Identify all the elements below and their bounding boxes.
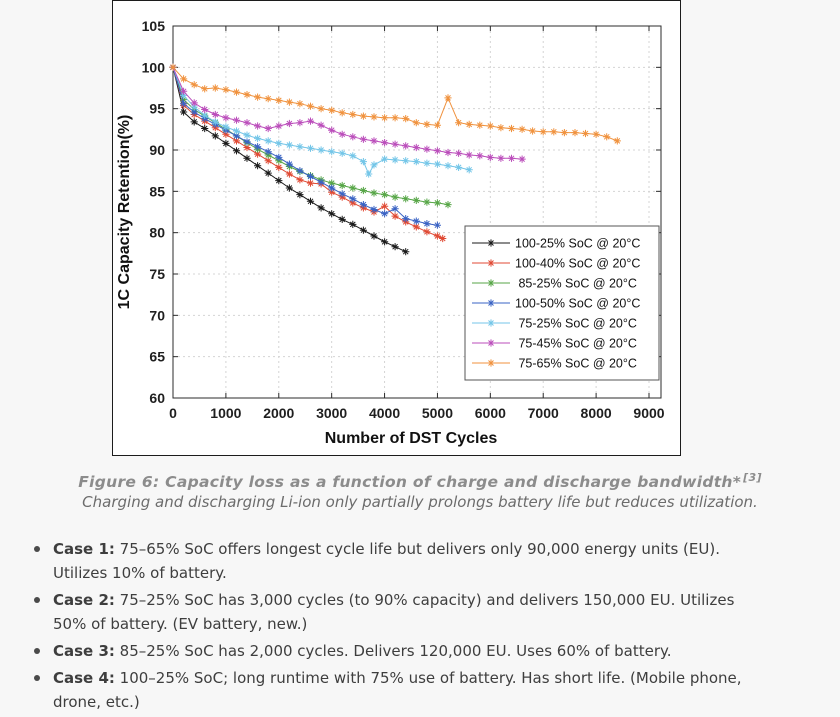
x-axis-label: Number of DST Cycles (325, 430, 498, 447)
legend: 100-25% SoC @ 20°C 100-40% SoC @ 20°C 85-… (464, 225, 660, 381)
y-tick-labels: 60 65 70 75 80 85 90 95 100 105 (142, 18, 166, 406)
svg-text:3000: 3000 (316, 405, 347, 421)
svg-text:85: 85 (149, 183, 165, 199)
case-label: Case 1: (53, 540, 115, 558)
plot-border (172, 25, 662, 399)
legend-label: 75-25% SoC @ 20°C (515, 317, 637, 331)
case-body: 100–25% SoC; long runtime with 75% use o… (53, 669, 742, 711)
series-soc-100-25 (169, 63, 410, 256)
bullet-icon (34, 597, 40, 603)
svg-text:65: 65 (149, 349, 165, 365)
figure-caption-subtitle: Charging and discharging Li-ion only par… (82, 493, 758, 512)
chart-canvas: 0 1000 2000 3000 4000 5000 6000 7000 8000 9000606… (116, 18, 665, 447)
legend-label: 75-65% SoC @ 20°C (515, 357, 637, 371)
y-axis-label: 1C Capacity Retention(%) (116, 115, 133, 310)
bullet-icon (34, 546, 40, 552)
case-item-3: Case 3: 85–25% SoC has 2,000 cycles. Del… (34, 639, 748, 663)
case-list: Case 1: 75–65% SoC offers longest cycle … (34, 537, 748, 717)
case-text: Case 2: 75–25% SoC has 3,000 cycles (to … (53, 588, 748, 636)
figure-caption: Figure 6: Capacity loss as a function of… (0, 471, 840, 511)
case-body: 75–25% SoC has 3,000 cycles (to 90% capa… (53, 591, 735, 633)
svg-text:80: 80 (149, 225, 165, 241)
figure-caption-title: Figure 6: Capacity loss as a function of… (0, 471, 840, 491)
svg-text:95: 95 (149, 101, 165, 117)
case-label: Case 4: (53, 669, 115, 687)
svg-text:70: 70 (149, 307, 165, 323)
x-tick-labels: 0 1000 2000 3000 4000 5000 6000 7000 8000 9000 (169, 405, 665, 421)
svg-text:75: 75 (149, 266, 165, 282)
series-soc-75-65 (169, 63, 621, 145)
svg-text:6000: 6000 (475, 405, 506, 421)
caption-reference: [3] (743, 471, 762, 484)
series-soc-75-25 (169, 63, 473, 178)
case-item-4: Case 4: 100–25% SoC; long runtime with 7… (34, 666, 748, 714)
svg-text:1000: 1000 (210, 405, 241, 421)
case-label: Case 2: (53, 591, 115, 609)
svg-text:5000: 5000 (422, 405, 453, 421)
svg-text:100: 100 (142, 59, 166, 75)
svg-text:7000: 7000 (528, 405, 559, 421)
svg-text:8000: 8000 (581, 405, 612, 421)
case-text: Case 4: 100–25% SoC; long runtime with 7… (53, 666, 748, 714)
svg-text:60: 60 (149, 390, 165, 406)
svg-text:9000: 9000 (633, 405, 664, 421)
caption-title-text: Figure 6: Capacity loss as a function of… (78, 473, 742, 492)
bullet-icon (34, 648, 40, 654)
svg-text:105: 105 (142, 18, 166, 34)
case-text: Case 3: 85–25% SoC has 2,000 cycles. Del… (53, 639, 672, 663)
tick-marks (172, 25, 661, 399)
legend-label: 100-40% SoC @ 20°C (515, 257, 640, 271)
series-soc-100-40 (169, 63, 447, 243)
svg-text:4000: 4000 (369, 405, 400, 421)
capacity-retention-chart: 0 1000 2000 3000 4000 5000 6000 7000 8000 9000 60 6… (112, 0, 681, 456)
legend-label: 100-50% SoC @ 20°C (515, 297, 640, 311)
case-body: 85–25% SoC has 2,000 cycles. Delivers 12… (119, 642, 672, 660)
svg-text:2000: 2000 (263, 405, 294, 421)
bullet-icon (34, 675, 40, 681)
svg-text:0: 0 (169, 405, 177, 421)
case-label: Case 3: (53, 642, 115, 660)
legend-label: 75-45% SoC @ 20°C (515, 337, 637, 351)
case-item-1: Case 1: 75–65% SoC offers longest cycle … (34, 537, 748, 585)
case-item-2: Case 2: 75–25% SoC has 3,000 cycles (to … (34, 588, 748, 636)
legend-label: 100-25% SoC @ 20°C (515, 237, 640, 251)
legend-label: 85-25% SoC @ 20°C (515, 277, 637, 291)
svg-text:90: 90 (149, 142, 165, 158)
case-text: Case 1: 75–65% SoC offers longest cycle … (53, 537, 748, 585)
case-body: 75–65% SoC offers longest cycle life but… (53, 540, 720, 582)
